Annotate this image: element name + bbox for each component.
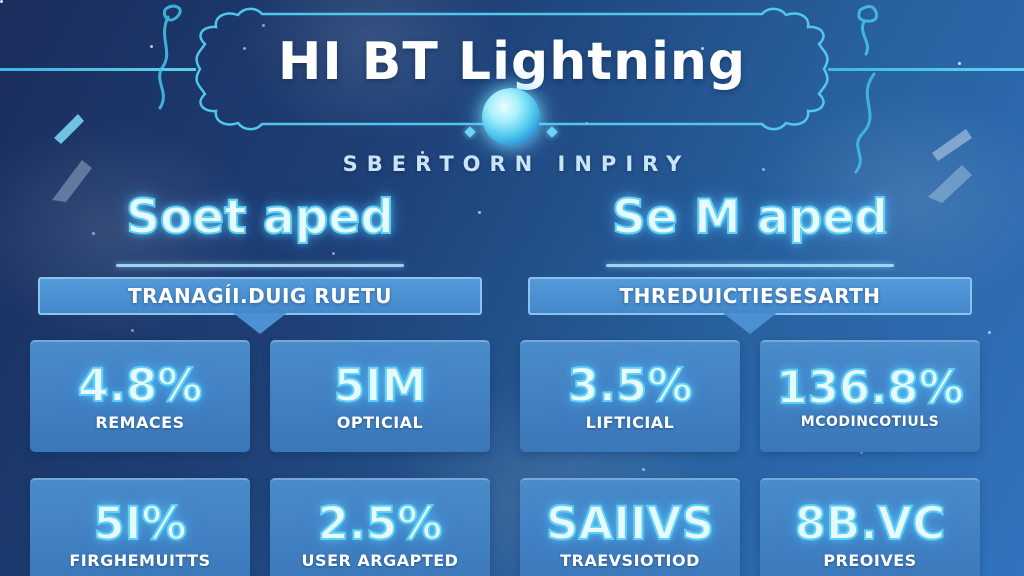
section-left-underline <box>116 264 404 267</box>
page-title: HI BT Lightning <box>277 32 747 92</box>
star-field <box>0 0 3 3</box>
section-left-header: Soet aped <box>125 189 395 246</box>
section-left: Soet aped TRANAGÍI.DUIG RUETU 4.8% REMAC… <box>30 189 490 576</box>
stat-card: 8B.VC PREOIVES <box>760 478 980 576</box>
stat-label: MCODINCOTIULS <box>800 414 940 431</box>
stat-card: 2.5% USER ARGAPTED <box>270 478 490 576</box>
section-right: Se M aped THREDUICTIESESARTH 3.5% LIFTIC… <box>520 189 980 576</box>
section-right-cards: 3.5% LIFTICIAL 136.8% MCODINCOTIULS SAII… <box>520 340 980 576</box>
section-left-banner: TRANAGÍI.DUIG RUETU <box>38 277 482 315</box>
stat-label: OPTICIAL <box>336 412 424 432</box>
stat-label: LIFTICIAL <box>585 412 675 432</box>
section-right-underline <box>606 264 894 267</box>
section-right-banner-notch <box>723 313 777 334</box>
stat-value: SAIIVS <box>545 497 715 551</box>
section-right-header: Se M aped <box>611 189 889 246</box>
stat-card: 4.8% REMACES <box>30 340 250 452</box>
stat-label: TRAEVSIOTIOD <box>560 550 700 570</box>
stat-value: 5IM <box>333 359 428 413</box>
stat-label: REMACES <box>95 412 185 432</box>
right-accent-line <box>828 68 1024 71</box>
subtitle: SBERTORN INPIRY <box>342 152 691 176</box>
glowing-orb-icon <box>482 88 540 146</box>
stat-label: PREOIVES <box>823 550 917 570</box>
stat-value: 136.8% <box>775 360 964 414</box>
section-right-banner: THREDUICTIESESARTH <box>528 277 972 315</box>
stat-label: USER ARGAPTED <box>301 550 459 570</box>
stat-card: 3.5% LIFTICIAL <box>520 340 740 452</box>
stat-value: 8B.VC <box>794 497 947 551</box>
section-left-cards: 4.8% REMACES 5IM OPTICIAL 5I% FIRGHEMUIT… <box>30 340 490 576</box>
stat-value: 2.5% <box>317 497 444 551</box>
stat-card: 136.8% MCODINCOTIULS <box>760 340 980 452</box>
stat-card: SAIIVS TRAEVSIOTIOD <box>520 478 740 576</box>
stat-value: 4.8% <box>77 359 204 413</box>
stat-card: 5I% FIRGHEMUITTS <box>30 478 250 576</box>
stat-value: 5I% <box>92 497 187 551</box>
title-frame <box>195 7 829 131</box>
stat-card: 5IM OPTICIAL <box>270 340 490 452</box>
left-accent-line <box>0 68 196 71</box>
section-left-banner-notch <box>233 313 287 334</box>
stat-value: 3.5% <box>567 359 694 413</box>
stat-label: FIRGHEMUITTS <box>69 550 211 570</box>
